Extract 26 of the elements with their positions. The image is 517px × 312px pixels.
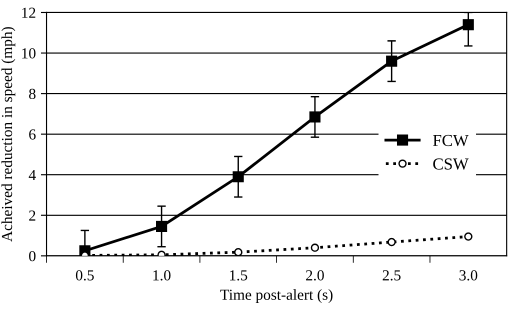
y-tick-label: 4 bbox=[28, 170, 36, 180]
point bbox=[234, 248, 242, 256]
y-tick-label: 6 bbox=[29, 129, 36, 140]
point bbox=[309, 111, 320, 122]
legend-label: CSW bbox=[433, 158, 469, 170]
y-tick-label: 8 bbox=[29, 88, 36, 100]
x-axis-title: Time post-alert (s) bbox=[220, 289, 333, 303]
x-tick-label: 2.5 bbox=[382, 270, 401, 281]
y-tick-label: 12 bbox=[22, 8, 36, 18]
y-axis-title: Acheived reduction in speed (mph) bbox=[1, 27, 16, 242]
y-tick-label: 2 bbox=[29, 210, 36, 221]
point bbox=[387, 238, 396, 246]
legend-label: FCW bbox=[433, 134, 469, 146]
x-tick-label: 3.0 bbox=[460, 270, 478, 281]
x-tick-label: 0.5 bbox=[76, 270, 94, 281]
x-tick-label: 1.5 bbox=[230, 270, 248, 281]
x-tick-label: 2.0 bbox=[306, 270, 324, 281]
point bbox=[386, 56, 398, 67]
point bbox=[310, 244, 320, 252]
y-tick-label: 0 bbox=[29, 250, 36, 262]
x-tick-label: 1.0 bbox=[153, 270, 171, 281]
point bbox=[462, 19, 474, 30]
y-tick-label: 10 bbox=[22, 48, 36, 58]
point bbox=[156, 220, 168, 232]
point bbox=[464, 232, 472, 241]
point bbox=[232, 171, 244, 182]
